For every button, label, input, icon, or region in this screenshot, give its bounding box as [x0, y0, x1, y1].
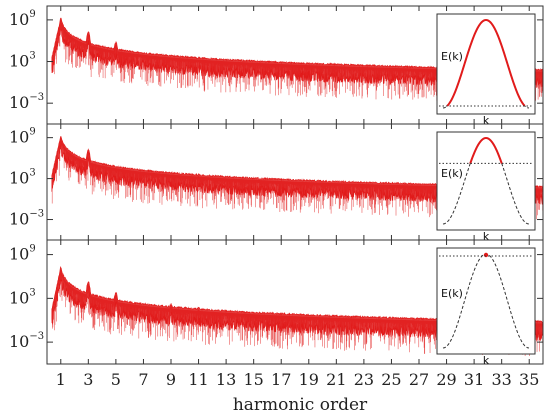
x-axis-ticks: 1 3 5 7 9 11 13 15 17 19 21 23 25 27 29 31 33 35	[56, 370, 540, 389]
x-tick-label: 11	[188, 370, 208, 389]
inset-x-label: k	[483, 230, 490, 243]
inset-x-label: k	[483, 354, 490, 367]
y-tick-label: 109	[9, 127, 36, 147]
inset-frame	[436, 247, 536, 355]
spectrum-panels: 109 103 10−3 E(k) k 109 103 10−3 E(k) k 109 103 10−3…	[9, 5, 544, 367]
y-tick-label: 10−3	[9, 331, 44, 351]
x-tick-label: 27	[409, 370, 429, 389]
x-tick-label: 13	[216, 370, 236, 389]
x-tick-label: 29	[436, 370, 456, 389]
y-tick-label: 109	[9, 244, 36, 264]
panel-middle: 109 103 10−3 E(k) k	[9, 123, 544, 243]
inset-band-dashed	[442, 137, 530, 225]
inset-frame	[436, 131, 536, 231]
x-tick-label: 21	[326, 370, 346, 389]
inset-band-occupied	[469, 136, 503, 164]
x-tick-label: 17	[271, 370, 291, 389]
inset-y-label: E(k)	[441, 287, 463, 300]
x-tick-label: 5	[111, 370, 121, 389]
x-tick-label: 7	[138, 370, 148, 389]
x-tick-label: 31	[464, 370, 484, 389]
inset-y-label: E(k)	[441, 167, 463, 180]
y-tick-label: 103	[9, 51, 36, 71]
y-tick-label: 103	[9, 168, 36, 188]
inset-band-occupied	[446, 18, 526, 107]
x-tick-label: 3	[83, 370, 93, 389]
x-tick-label: 35	[519, 370, 539, 389]
y-tick-label: 10−3	[9, 92, 44, 112]
inset-middle: E(k) k	[436, 131, 536, 243]
x-tick-label: 25	[381, 370, 401, 389]
y-tick-label: 109	[9, 9, 36, 29]
panel-top: 109 103 10−3 E(k) k	[9, 5, 544, 127]
x-tick-label: 33	[491, 370, 511, 389]
inset-y-label: E(k)	[441, 50, 463, 63]
inset-top: E(k) k	[436, 13, 536, 127]
x-tick-label: 15	[243, 370, 263, 389]
x-axis-label: harmonic order	[233, 395, 368, 415]
x-tick-label: 9	[166, 370, 176, 389]
y-tick-label: 10−3	[9, 209, 44, 229]
panel-bottom: 109 103 10−3 E(k) k	[9, 239, 544, 367]
x-tick-label: 23	[354, 370, 374, 389]
panel-frame	[46, 239, 544, 365]
inset-x-label: k	[483, 114, 490, 127]
x-tick-label: 19	[299, 370, 319, 389]
inset-band-peak	[483, 252, 489, 258]
y-tick-label: 103	[9, 287, 36, 307]
inset-bottom: E(k) k	[436, 247, 536, 367]
x-tick-label: 1	[56, 370, 66, 389]
